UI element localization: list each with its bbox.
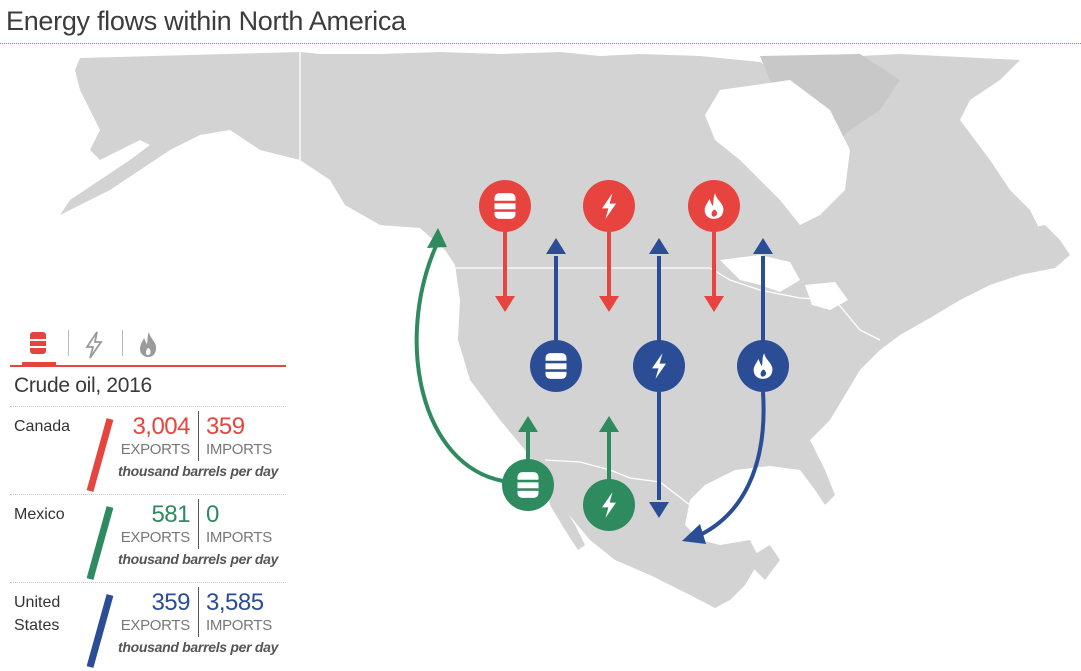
country-name: Canada [14,418,71,435]
exports-value: 359 [151,589,190,616]
exports-value: 581 [151,501,190,528]
imports-label: IMPORTS [206,441,272,458]
us-to-mexico-arrow-head [649,502,669,518]
us-to-canada-arrow-head [546,238,566,254]
oil-barrel-icon [494,193,516,219]
country-name: Mexico [14,506,65,523]
exports-value: 3,004 [132,413,190,440]
unit-label: thousand barrels per day [118,463,279,479]
title-divider [0,43,1081,44]
us-to-mexico-arrow-head [682,524,706,544]
imports-label: IMPORTS [206,617,272,634]
imports-value: 0 [206,501,219,528]
panel-heading: Crude oil, 2016 [14,374,152,397]
mexico-to-us-arrow-head [518,416,538,432]
country-row-canada: Canada 3,004 359 EXPORTS IMPORTS thousan… [10,406,286,495]
us-to-canada-arrow-head [649,238,669,254]
tab-separator [122,330,123,356]
canada-export-arrow-head [495,296,515,312]
energy-type-tabs [10,318,290,366]
mexico-export-arrow-head [427,228,447,248]
canada-export-arrow-head [704,296,724,312]
lightning-icon [85,331,103,359]
imports-label: IMPORTS [206,529,272,546]
tab-crude-oil[interactable] [20,326,56,364]
exports-label: EXPORTS [120,529,191,546]
exports-label: EXPORTS [120,441,191,458]
oil-barrel-icon [517,472,539,498]
tab-electricity[interactable] [76,326,112,364]
page-title: Energy flows within North America [6,6,406,36]
country-row-mexico: Mexico 581 0 EXPORTS IMPORTS thousand ba… [10,494,286,583]
energy-flows [414,180,789,544]
value-separator [198,411,199,461]
us-to-mexico-arrow [699,391,766,537]
tab-separator [68,330,69,356]
country-row-united-states: United States 359 3,585 EXPORTS IMPORTS … [10,582,286,671]
canada-color-slash [86,418,114,492]
oil-barrel-icon [545,353,567,379]
active-tab-indicator [22,362,56,366]
unit-label: thousand barrels per day [118,639,279,655]
mexico-color-slash [86,506,114,580]
exports-label: EXPORTS [120,617,191,634]
country-name: United States [14,594,61,634]
value-separator [198,587,199,637]
us-to-canada-arrow-head [753,238,773,254]
oil-barrel-icon [30,332,46,354]
flame-icon [140,332,157,357]
value-separator [198,499,199,549]
mexico-export-arrow [414,245,504,483]
panel-divider [10,365,286,367]
mexico-to-us-arrow-head [599,416,619,432]
imports-value: 359 [206,413,245,440]
tab-natural-gas[interactable] [130,326,166,364]
imports-value: 3,585 [206,589,264,616]
united-states-color-slash [86,594,114,668]
canada-export-arrow-head [599,296,619,312]
unit-label: thousand barrels per day [118,551,279,567]
water-bodies [705,80,850,310]
energy-panel: Crude oil, 2016 Canada 3,004 359 EXPORTS… [10,318,290,668]
